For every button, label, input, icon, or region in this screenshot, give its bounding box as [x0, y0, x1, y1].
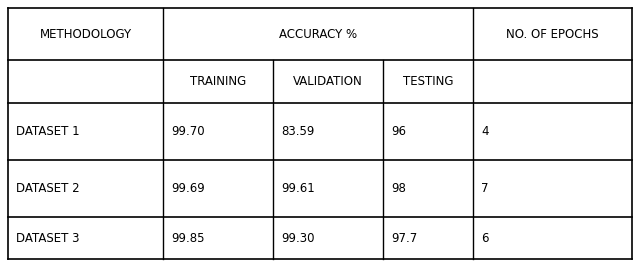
Text: 96: 96 — [391, 125, 406, 138]
Text: NO. OF EPOCHS: NO. OF EPOCHS — [506, 28, 599, 41]
Text: 99.30: 99.30 — [281, 231, 314, 245]
Text: METHODOLOGY: METHODOLOGY — [40, 28, 132, 41]
Text: DATASET 3: DATASET 3 — [16, 231, 79, 245]
Text: 7: 7 — [481, 182, 488, 195]
Text: 6: 6 — [481, 231, 488, 245]
Text: DATASET 1: DATASET 1 — [16, 125, 79, 138]
Text: ACCURACY %: ACCURACY % — [279, 28, 357, 41]
Text: 97.7: 97.7 — [391, 231, 417, 245]
Text: 99.70: 99.70 — [171, 125, 205, 138]
Text: 99.69: 99.69 — [171, 182, 205, 195]
Text: 83.59: 83.59 — [281, 125, 314, 138]
Text: TESTING: TESTING — [403, 75, 453, 88]
Text: 98: 98 — [391, 182, 406, 195]
Text: DATASET 2: DATASET 2 — [16, 182, 79, 195]
Text: 4: 4 — [481, 125, 488, 138]
Text: TRAINING: TRAINING — [190, 75, 246, 88]
Text: 99.61: 99.61 — [281, 182, 315, 195]
Text: VALIDATION: VALIDATION — [293, 75, 363, 88]
Text: 99.85: 99.85 — [171, 231, 205, 245]
